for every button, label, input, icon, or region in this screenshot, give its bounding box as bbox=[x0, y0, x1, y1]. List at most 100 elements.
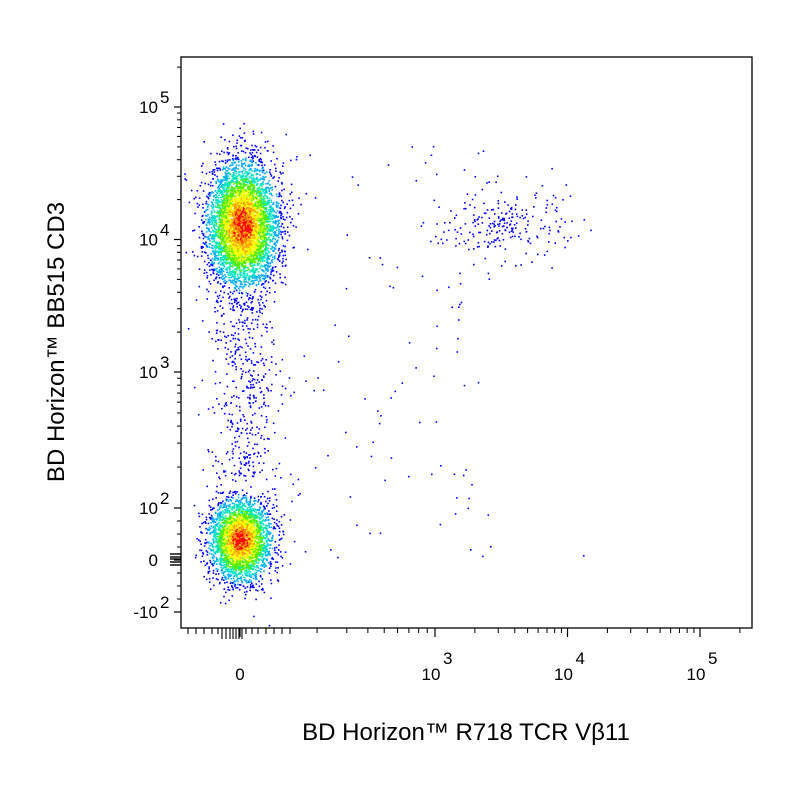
event-dot bbox=[231, 190, 233, 193]
event-dot bbox=[260, 182, 262, 185]
event-dot bbox=[248, 275, 251, 278]
event-dot bbox=[237, 249, 239, 252]
event-dot bbox=[211, 218, 214, 220]
event-dot bbox=[263, 278, 265, 281]
event-dot bbox=[225, 260, 228, 263]
event-dot bbox=[246, 234, 248, 237]
event-dot bbox=[209, 223, 211, 225]
event-dot bbox=[236, 210, 239, 212]
event-dot bbox=[215, 277, 217, 280]
event-dot bbox=[258, 281, 260, 283]
event-dot bbox=[263, 227, 265, 230]
event-dot bbox=[250, 199, 253, 201]
event-dot bbox=[266, 270, 269, 273]
event-dot bbox=[205, 243, 207, 245]
event-dot bbox=[270, 201, 273, 203]
event-dot bbox=[262, 175, 264, 178]
event-dot bbox=[198, 285, 201, 288]
event-dot bbox=[264, 200, 266, 203]
event-dot bbox=[246, 253, 249, 256]
event-dot bbox=[224, 182, 227, 184]
event-dot bbox=[234, 231, 237, 234]
event-dot bbox=[264, 204, 267, 207]
event-dot bbox=[247, 189, 250, 191]
event-dot bbox=[230, 258, 233, 261]
event-dot bbox=[257, 274, 260, 277]
event-dot bbox=[248, 176, 251, 178]
event-dot bbox=[221, 262, 223, 265]
event-dot bbox=[264, 213, 267, 216]
event-dot bbox=[229, 204, 231, 206]
event-dot bbox=[234, 207, 236, 210]
event-dot bbox=[216, 169, 219, 172]
event-dot bbox=[234, 242, 237, 244]
event-dot bbox=[256, 225, 258, 227]
event-dot bbox=[232, 260, 235, 263]
event-dot bbox=[223, 203, 225, 206]
event-dot bbox=[257, 211, 260, 213]
event-dot bbox=[244, 234, 247, 237]
event-dot bbox=[235, 210, 237, 213]
event-dot bbox=[255, 169, 258, 172]
event-dot bbox=[221, 215, 224, 218]
event-dot bbox=[211, 217, 213, 219]
event-dot bbox=[227, 153, 230, 156]
event-dot bbox=[255, 173, 258, 176]
event-dot bbox=[223, 179, 226, 182]
event-dot bbox=[227, 224, 230, 227]
event-dot bbox=[256, 224, 259, 226]
event-dot bbox=[269, 262, 271, 264]
event-dot bbox=[269, 224, 272, 227]
event-dot bbox=[250, 230, 253, 232]
event-dot bbox=[226, 169, 229, 172]
event-dot bbox=[219, 169, 222, 171]
event-dot bbox=[227, 244, 230, 247]
event-dot bbox=[229, 243, 232, 246]
event-dot bbox=[226, 197, 229, 200]
event-dot bbox=[218, 247, 220, 250]
event-dot bbox=[211, 236, 213, 238]
event-dot bbox=[202, 203, 204, 206]
event-dot bbox=[263, 238, 266, 241]
event-dot bbox=[234, 206, 236, 208]
event-dot bbox=[223, 227, 226, 229]
event-dot bbox=[238, 234, 240, 237]
event-dot bbox=[246, 212, 248, 215]
event-dot bbox=[251, 217, 253, 219]
event-dot bbox=[222, 202, 224, 204]
event-dot bbox=[201, 320, 204, 322]
event-dot bbox=[253, 184, 256, 187]
event-dot bbox=[242, 236, 244, 238]
event-dot bbox=[271, 211, 273, 214]
event-dot bbox=[238, 226, 240, 228]
event-dot bbox=[276, 157, 278, 160]
event-dot bbox=[251, 246, 253, 249]
event-dot bbox=[247, 180, 249, 183]
event-dot bbox=[237, 223, 240, 226]
event-dot bbox=[210, 231, 212, 233]
event-dot bbox=[229, 295, 231, 298]
event-dot bbox=[271, 270, 274, 272]
event-dot bbox=[272, 177, 274, 179]
event-dot bbox=[253, 263, 256, 266]
event-dot bbox=[251, 189, 254, 192]
event-dot bbox=[265, 183, 267, 185]
event-dot bbox=[229, 180, 231, 183]
event-dot bbox=[228, 140, 231, 143]
event-dot bbox=[279, 207, 282, 210]
event-dot bbox=[238, 205, 241, 207]
event-dot bbox=[250, 177, 253, 180]
event-dot bbox=[227, 211, 229, 214]
event-dot bbox=[269, 169, 271, 171]
event-dot bbox=[247, 225, 249, 228]
event-dot bbox=[229, 241, 231, 244]
event-dot bbox=[251, 161, 253, 164]
event-dot bbox=[278, 233, 280, 235]
event-dot bbox=[214, 206, 217, 208]
event-dot bbox=[256, 187, 259, 190]
event-dot bbox=[224, 159, 227, 162]
event-dot bbox=[206, 195, 208, 198]
event-dot bbox=[235, 262, 237, 265]
event-dot bbox=[295, 226, 297, 228]
event-dot bbox=[202, 162, 204, 165]
